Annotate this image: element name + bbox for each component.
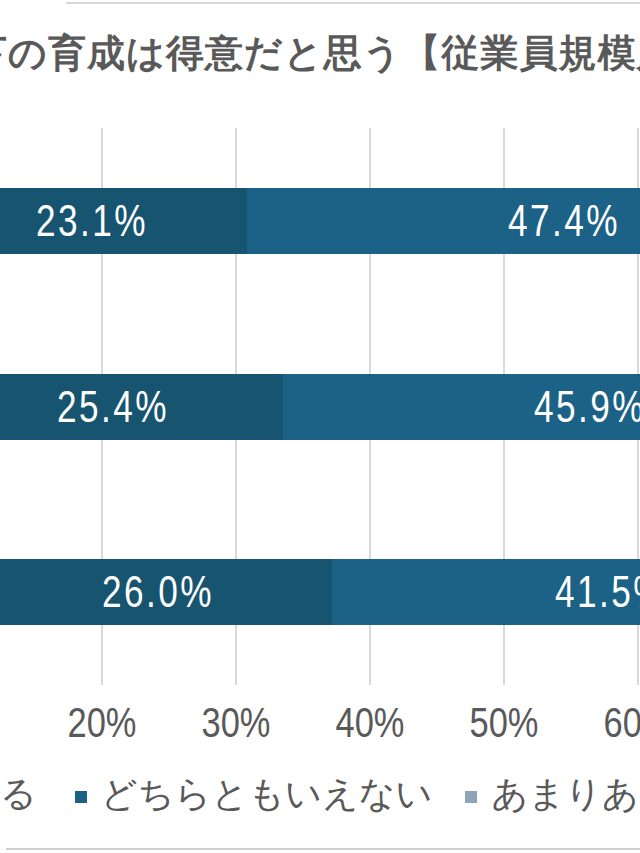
bar-value-label: 45.9% bbox=[526, 374, 640, 440]
bottom-border-line bbox=[6, 848, 640, 850]
legend-label: どちらともいえない bbox=[101, 770, 433, 819]
legend-swatch bbox=[465, 791, 477, 803]
legend-item: あまりあて bbox=[465, 770, 640, 819]
top-border-line bbox=[66, 2, 640, 4]
bar-value-label: 25.4% bbox=[49, 374, 177, 440]
legend-swatch bbox=[75, 791, 87, 803]
bar-value-label: 23.1% bbox=[28, 188, 156, 254]
stacked-bar-chart: 下の育成は得意だと思う【従業員規模別 23.1% 47.4% 25.4% 45.9% 2… bbox=[0, 0, 640, 853]
x-tick-label: 30% bbox=[179, 700, 294, 746]
bar-value-label: 26.0% bbox=[94, 559, 222, 625]
bar-value-label: 41.5% bbox=[547, 559, 640, 625]
bar-value-label: 47.4% bbox=[500, 188, 628, 254]
chart-legend: る どちらともいえない あまりあて bbox=[0, 768, 640, 820]
legend-label: る bbox=[0, 770, 37, 819]
x-tick-label: 40% bbox=[313, 700, 428, 746]
legend-label: あまりあて bbox=[491, 770, 640, 819]
x-tick-label: 20% bbox=[45, 700, 160, 746]
legend-item: る bbox=[0, 770, 37, 819]
x-tick-label: 60% bbox=[581, 700, 640, 746]
chart-title: 下の育成は得意だと思う【従業員規模別 bbox=[0, 28, 640, 79]
x-tick-label: 50% bbox=[447, 700, 562, 746]
legend-item: どちらともいえない bbox=[75, 770, 433, 819]
